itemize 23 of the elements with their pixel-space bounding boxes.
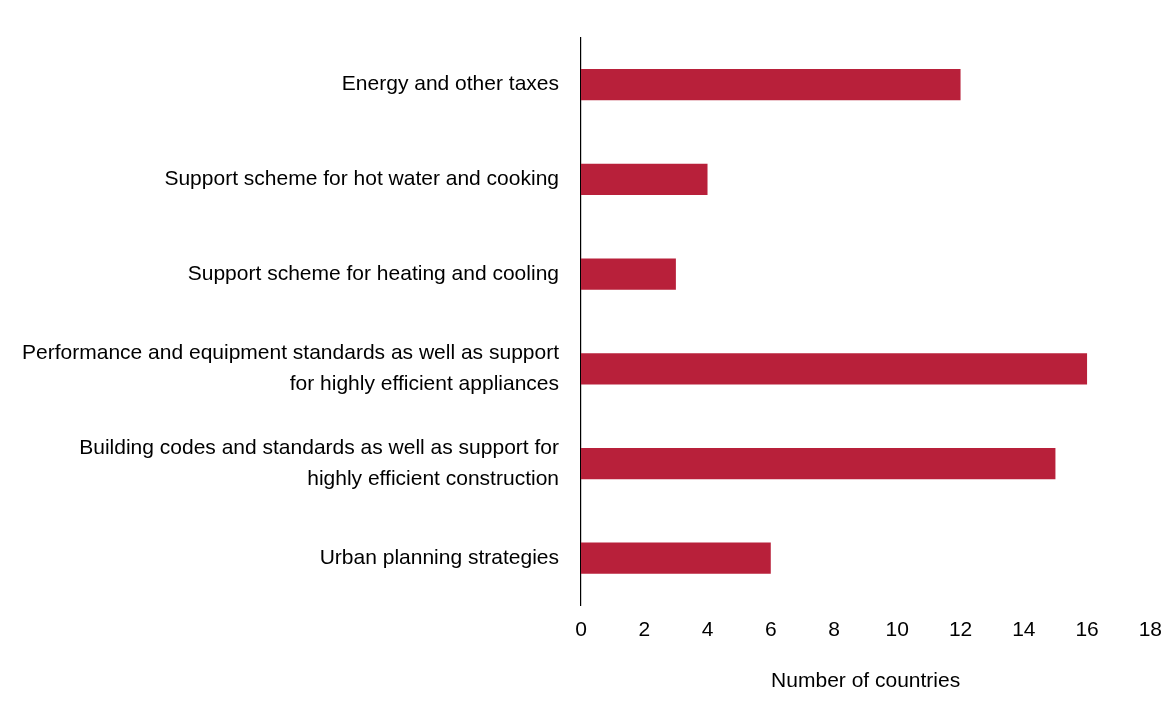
y-tick-label: Energy and other taxes: [341, 71, 559, 95]
x-tick-label: 8: [828, 617, 840, 640]
y-tick-label: Urban planning strategies: [319, 545, 559, 569]
bar: [581, 258, 676, 290]
x-tick-label: 4: [701, 617, 714, 640]
x-tick-label: 14: [1012, 617, 1036, 640]
y-tick-label: Support scheme for hot water and cooking: [164, 166, 559, 190]
y-tick-label: Support scheme for heating and cooling: [187, 260, 559, 284]
x-tick-label: 16: [1075, 617, 1099, 640]
x-axis-title: Number of countries: [771, 668, 961, 692]
y-tick-label: Building codes and standards as well as support for highly efficient construction: [79, 435, 560, 489]
x-tick-label: 2: [638, 617, 651, 640]
x-tick-label: 18: [1138, 617, 1162, 640]
x-tick-label: 12: [948, 617, 973, 640]
y-tick-label: Performance and equipment standards as well as support for highly efficient appliances: [22, 340, 560, 394]
bar: [581, 68, 961, 101]
x-tick-label: 10: [885, 617, 909, 640]
bar: [581, 353, 1088, 385]
x-tick-label: 0: [575, 617, 587, 640]
bar: [581, 542, 771, 574]
bar: [581, 447, 1056, 480]
bar: [581, 163, 708, 195]
x-tick-label: 6: [764, 617, 777, 640]
